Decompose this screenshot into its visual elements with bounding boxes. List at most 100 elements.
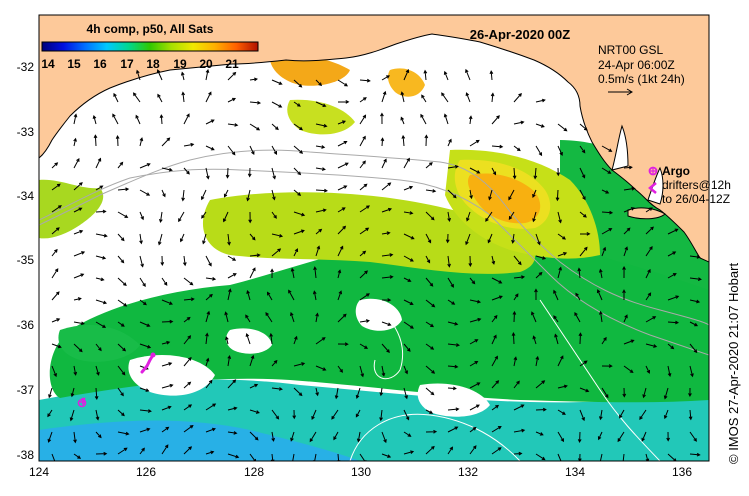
current-vector — [381, 343, 390, 354]
x-tick-label: 128 — [244, 465, 264, 479]
sst-blue-band — [39, 420, 360, 461]
current-vector — [425, 189, 437, 193]
current-vector — [667, 320, 680, 325]
current-vector — [135, 114, 141, 125]
current-vector — [443, 113, 449, 125]
current-vector — [73, 207, 83, 213]
current-vector — [667, 295, 680, 301]
current-vector — [161, 137, 171, 147]
current-vector — [160, 255, 165, 266]
current-vector — [403, 299, 414, 305]
current-vector — [447, 407, 460, 412]
current-vector — [202, 233, 207, 245]
current-vector — [95, 431, 102, 439]
current-vector — [315, 208, 327, 213]
current-vector — [337, 269, 342, 279]
current-vector — [553, 315, 559, 323]
current-vector — [73, 137, 77, 147]
current-vector — [205, 310, 211, 323]
current-vector — [667, 273, 677, 279]
current-vector — [73, 113, 78, 125]
y-tick-label: -37 — [17, 383, 35, 397]
current-vector — [51, 162, 59, 169]
colorbar-gradient — [41, 41, 259, 52]
colorbar-label: 16 — [93, 57, 107, 71]
current-vector — [227, 97, 236, 103]
current-vector — [117, 343, 127, 352]
current-vector — [161, 167, 173, 172]
current-vector — [139, 387, 150, 392]
current-vector — [246, 189, 251, 202]
current-vector — [205, 357, 210, 367]
current-vector — [69, 409, 75, 422]
current-vector — [159, 114, 164, 125]
current-vector — [579, 123, 588, 131]
current-vector — [490, 92, 495, 103]
current-vector — [531, 311, 537, 323]
current-vector — [359, 293, 370, 301]
current-vector — [447, 426, 459, 433]
current-vector — [157, 233, 163, 246]
current-vector — [688, 387, 692, 398]
colorbar-label: 15 — [67, 57, 81, 71]
current-vector — [249, 354, 255, 367]
date-title: 26-Apr-2020 00Z — [470, 27, 570, 42]
colorbar-label: 17 — [120, 57, 134, 71]
current-vector — [334, 387, 339, 400]
current-vector — [579, 246, 588, 257]
current-vector — [577, 453, 582, 461]
current-vector — [51, 248, 58, 257]
current-vector — [161, 340, 171, 345]
current-vector — [535, 145, 543, 157]
current-vector — [403, 387, 408, 400]
current-vector — [645, 207, 653, 213]
current-vector — [645, 245, 653, 257]
current-vector — [623, 246, 629, 257]
current-vector — [271, 79, 283, 85]
current-vector — [622, 289, 626, 301]
current-vector — [403, 321, 414, 329]
current-vector — [622, 265, 626, 279]
current-vector — [183, 381, 192, 389]
current-vector — [491, 295, 503, 301]
current-vector — [601, 246, 607, 257]
current-vector — [642, 387, 647, 399]
current-vector — [205, 379, 213, 389]
drifter-legend-line1: drifters@12h — [662, 178, 731, 192]
current-vector — [293, 362, 306, 367]
current-vector — [645, 453, 650, 461]
current-vector — [183, 335, 192, 345]
slope-contour — [39, 168, 709, 356]
current-vector — [227, 255, 237, 261]
current-vector — [249, 123, 261, 131]
sst-cloud-gap-1 — [128, 355, 215, 396]
current-vector — [553, 289, 559, 301]
current-vector — [94, 387, 99, 400]
current-vector — [645, 365, 651, 374]
current-vector — [205, 91, 212, 103]
current-vector — [293, 211, 306, 217]
map-content — [39, 15, 709, 461]
current-vector — [508, 189, 515, 201]
current-vector — [601, 210, 614, 215]
current-vector — [554, 333, 559, 345]
sst-orange-patch-north — [387, 68, 425, 97]
current-vector — [491, 355, 498, 367]
current-vector — [183, 167, 190, 175]
current-vector — [73, 343, 83, 353]
current-vector — [139, 233, 143, 245]
current-vector — [645, 292, 652, 301]
current-vector — [639, 409, 647, 420]
current-vector — [247, 167, 252, 178]
current-vector — [400, 91, 405, 103]
current-vector — [70, 387, 75, 398]
current-vector — [359, 319, 370, 323]
current-vector — [491, 167, 497, 176]
current-vector — [333, 431, 339, 441]
current-vector — [337, 225, 347, 235]
sst-yellowgreen-north — [287, 99, 355, 135]
current-vector — [183, 297, 195, 302]
current-vector — [51, 453, 56, 461]
current-vector — [513, 380, 520, 389]
current-vector — [447, 321, 459, 326]
